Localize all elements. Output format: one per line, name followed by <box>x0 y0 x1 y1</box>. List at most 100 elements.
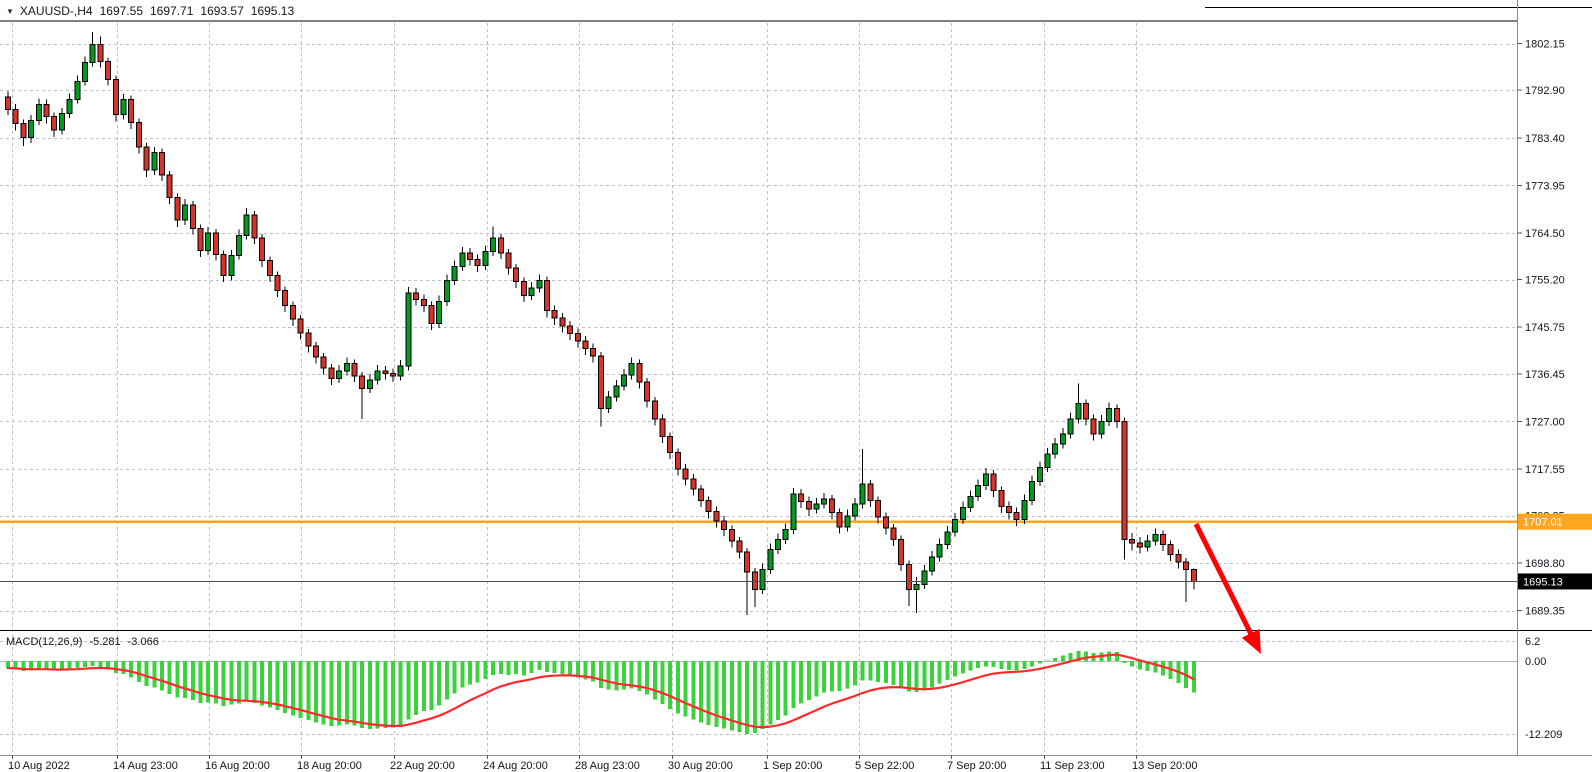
candle <box>1059 433 1066 445</box>
trend-arrow-annotation[interactable] <box>1193 522 1261 654</box>
indicator-signal-value: -3.066 <box>127 636 159 648</box>
candle <box>120 99 127 116</box>
macd-bar <box>883 661 888 684</box>
candle <box>413 292 420 301</box>
macd-bar <box>737 661 742 733</box>
macd-bar <box>144 661 149 687</box>
candle <box>243 214 250 236</box>
macd-bar <box>129 661 134 678</box>
macd-bar <box>537 661 542 670</box>
price-axis-label: 1689.35 <box>1525 606 1565 618</box>
candle <box>297 318 304 334</box>
macd-bar <box>175 661 180 698</box>
candle <box>952 518 959 533</box>
macd-bar <box>983 661 988 667</box>
time-axis-label: 18 Aug 20:00 <box>297 760 362 772</box>
macd-bar <box>691 661 696 720</box>
price-axis-label: 1792.90 <box>1525 85 1565 97</box>
symbol-name: XAUUSD-,H4 <box>19 4 93 18</box>
candle <box>636 362 643 383</box>
candle <box>813 503 820 510</box>
macd-bar <box>29 661 34 671</box>
macd-bar <box>491 661 496 675</box>
candle <box>782 528 789 540</box>
macd-bar <box>845 661 850 689</box>
candle <box>990 473 997 492</box>
candle <box>621 374 627 387</box>
macd-bar <box>529 661 534 673</box>
macd-bar <box>44 661 49 670</box>
macd-bar <box>614 661 619 691</box>
candle <box>844 515 851 528</box>
macd-bar <box>930 661 934 688</box>
candle <box>405 292 412 367</box>
macd-bar <box>960 661 965 674</box>
candle <box>644 381 651 402</box>
macd-bar <box>375 661 380 729</box>
macd-bar <box>36 661 41 669</box>
candle <box>397 365 404 377</box>
macd-bar <box>1007 661 1011 670</box>
candle <box>1121 420 1128 540</box>
candle <box>212 232 219 255</box>
macd-bar <box>152 661 157 688</box>
candle <box>875 500 882 518</box>
orange-level-price-tag: 1707.01 <box>1518 513 1592 530</box>
candle <box>366 379 373 390</box>
macd-bar <box>568 661 573 676</box>
candle <box>790 493 797 530</box>
macd-axis-label: 6.2 <box>1525 636 1540 648</box>
macd-bar <box>306 661 311 721</box>
macd-bar <box>922 661 927 691</box>
candle <box>982 473 989 487</box>
macd-bar <box>283 661 288 714</box>
macd-bar <box>1114 652 1119 661</box>
candle <box>436 301 443 324</box>
macd-bar <box>429 661 434 711</box>
candle <box>82 61 88 83</box>
macd-bar <box>660 661 665 705</box>
macd-bar <box>1076 650 1081 661</box>
macd-bar <box>59 661 64 670</box>
candle <box>1006 506 1012 514</box>
candle <box>12 109 19 125</box>
candle <box>1136 542 1143 548</box>
macd-bar <box>260 661 265 706</box>
candle <box>898 538 905 566</box>
candle <box>882 516 889 529</box>
candle <box>821 498 828 505</box>
candle <box>1036 467 1043 483</box>
svg-text:1707.01: 1707.01 <box>1523 517 1563 529</box>
time-axis[interactable]: 10 Aug 2022 14 Aug 23:00 16 Aug 20:00 18 Au… <box>8 755 1197 772</box>
macd-bar <box>67 661 72 669</box>
macd-bar <box>799 661 804 704</box>
macd-bar <box>583 661 588 680</box>
candle <box>536 280 543 289</box>
macd-bar <box>360 661 365 728</box>
candle <box>351 362 358 377</box>
macd-bar <box>575 661 580 678</box>
candle <box>667 435 674 453</box>
candle <box>66 99 73 115</box>
symbol-marker-icon[interactable]: ▼ <box>6 6 14 16</box>
candle <box>705 500 712 513</box>
candle <box>859 483 866 505</box>
macd-bar <box>552 661 557 673</box>
candle <box>20 123 27 138</box>
macd-bar <box>498 661 503 675</box>
indicator-header: MACD(12,26,9) -5.281 -3.066 <box>6 636 159 648</box>
macd-bar <box>483 661 488 679</box>
grid-lines <box>0 23 1517 755</box>
price-axis[interactable]: 1802.15 1792.90 1783.40 1773.95 1764.50 1755.… <box>1517 39 1565 618</box>
macd-histogram <box>6 650 1196 734</box>
price-axis-label: 1727.00 <box>1525 416 1565 428</box>
macd-bar <box>1014 661 1019 671</box>
macd-bar <box>722 661 727 729</box>
candle <box>490 237 497 252</box>
macd-bar <box>321 661 326 725</box>
candle <box>58 113 65 131</box>
candle <box>274 275 281 292</box>
macd-bar <box>421 661 426 712</box>
candle <box>359 375 366 390</box>
